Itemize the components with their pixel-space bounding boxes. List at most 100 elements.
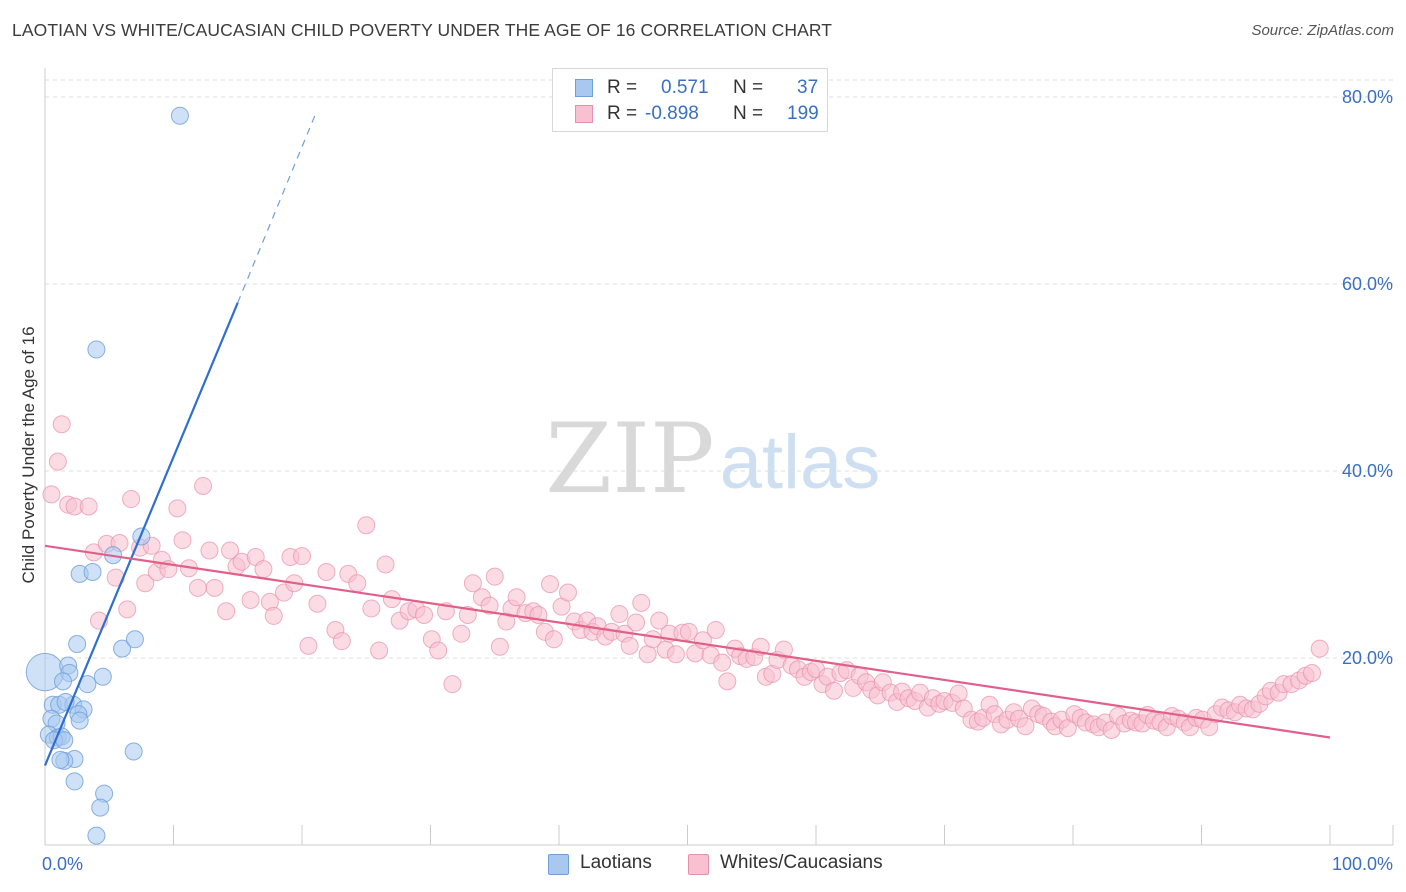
white-caucasian-point	[507, 588, 526, 607]
white-caucasian-point	[221, 541, 240, 560]
white-caucasian-point	[317, 562, 336, 581]
laotian-point	[83, 562, 102, 581]
bottom-legend-swatch-laotians	[548, 854, 569, 875]
laotian-point	[53, 672, 72, 691]
white-caucasian-point	[541, 575, 560, 594]
y-tick-label: 80.0%	[1342, 87, 1393, 107]
legend-r-label: R =	[607, 77, 638, 98]
white-caucasian-point	[463, 574, 482, 593]
laotians-trend-extension	[237, 115, 316, 303]
legend-swatch-laotians	[575, 79, 593, 97]
white-caucasian-point	[415, 605, 434, 624]
watermark-zip: ZIP	[545, 403, 714, 515]
white-caucasian-point	[122, 490, 141, 509]
white-caucasian-point	[666, 645, 685, 664]
white-caucasian-point	[118, 600, 137, 619]
white-caucasian-point	[308, 594, 327, 613]
bottom-legend-label-whites: Whites/Caucasians	[720, 852, 883, 873]
white-caucasian-point	[458, 605, 477, 624]
white-caucasian-point	[824, 681, 843, 700]
white-caucasian-point	[638, 645, 657, 664]
laotian-point	[91, 798, 110, 817]
white-caucasian-point	[620, 636, 639, 655]
white-caucasian-point	[42, 485, 61, 504]
white-caucasian-point	[452, 624, 471, 643]
laotian-point	[93, 667, 112, 686]
white-caucasian-point	[544, 630, 563, 649]
laotian-point	[65, 772, 84, 791]
legend-swatch-whites	[575, 105, 593, 123]
y-tick-label: 60.0%	[1342, 274, 1393, 294]
white-caucasian-point	[254, 560, 273, 579]
whites-trend-line	[44, 544, 1331, 739]
white-caucasian-point	[650, 611, 669, 630]
tick-labels: 20.0% 40.0% 60.0% 80.0% 0.0% 100.0%	[42, 87, 1393, 874]
white-caucasian-point	[241, 591, 260, 610]
white-caucasian-point	[490, 637, 509, 656]
white-caucasian-point	[706, 620, 725, 639]
grid-lines	[45, 79, 1393, 659]
source-credit: Source: ZipAtlas.com	[1251, 22, 1394, 39]
white-caucasian-point	[332, 632, 351, 651]
y-tick-label: 20.0%	[1342, 648, 1393, 668]
legend-r-label: R =	[607, 103, 638, 124]
laotian-point	[87, 340, 106, 359]
laotians-trend-line	[43, 302, 239, 766]
white-caucasian-point	[362, 599, 381, 618]
laotian-point	[51, 750, 70, 769]
legend-n-label: N =	[733, 77, 764, 98]
white-caucasian-point	[48, 452, 67, 471]
laotian-point	[68, 634, 87, 653]
white-caucasian-point	[52, 415, 71, 434]
white-caucasian-point	[200, 541, 219, 560]
white-caucasian-point	[1310, 639, 1329, 658]
white-caucasian-point	[348, 574, 367, 593]
white-caucasian-point	[718, 672, 737, 691]
legend-r-value: 0.571	[661, 77, 709, 98]
legend-r-value: -0.898	[645, 103, 699, 124]
whites-caucasians-points	[42, 415, 1329, 739]
watermark: ZIP atlas	[545, 403, 880, 515]
white-caucasian-point	[264, 606, 283, 625]
white-caucasian-point	[299, 636, 318, 655]
laotian-point	[124, 742, 143, 761]
white-caucasian-point	[774, 640, 793, 659]
bottom-legend-swatch-whites	[688, 854, 709, 875]
white-caucasian-point	[293, 547, 311, 566]
laotians-points	[25, 106, 189, 845]
white-caucasian-point	[679, 622, 698, 641]
white-caucasian-point	[558, 583, 577, 602]
white-caucasian-point	[136, 574, 155, 593]
chart-title: LAOTIAN VS WHITE/CAUCASIAN CHILD POVERTY…	[12, 20, 833, 40]
white-caucasian-point	[485, 567, 504, 586]
laotian-point	[125, 630, 144, 649]
y-axis-label: Child Poverty Under the Age of 16	[19, 326, 38, 583]
laotian-point	[87, 826, 106, 845]
white-caucasian-point	[188, 578, 207, 597]
white-caucasian-point	[376, 555, 395, 574]
bottom-legend-label-laotians: Laotians	[580, 852, 652, 873]
stats-legend: R = 0.571 N = 37 R = -0.898 N = 199	[552, 68, 828, 132]
white-caucasian-point	[480, 596, 499, 615]
white-caucasian-point	[443, 675, 462, 694]
white-caucasian-point	[610, 605, 629, 624]
legend-n-value: 199	[787, 103, 819, 124]
white-caucasian-point	[1303, 663, 1322, 682]
white-caucasian-point	[173, 531, 192, 550]
white-caucasian-point	[627, 613, 646, 632]
x-tick-label: 100.0%	[1332, 854, 1393, 874]
white-caucasian-point	[79, 497, 98, 516]
laotian-point	[70, 711, 89, 730]
white-caucasian-point	[168, 499, 187, 518]
white-caucasian-point	[1016, 717, 1035, 736]
trend-lines	[43, 115, 1331, 766]
white-caucasian-point	[632, 593, 651, 612]
white-caucasian-point	[370, 641, 389, 660]
white-caucasian-point	[194, 476, 213, 495]
watermark-atlas: atlas	[720, 420, 881, 505]
white-caucasian-point	[713, 653, 732, 672]
laotian-point	[170, 106, 189, 125]
legend-n-label: N =	[733, 103, 764, 124]
white-caucasian-point	[217, 602, 236, 621]
